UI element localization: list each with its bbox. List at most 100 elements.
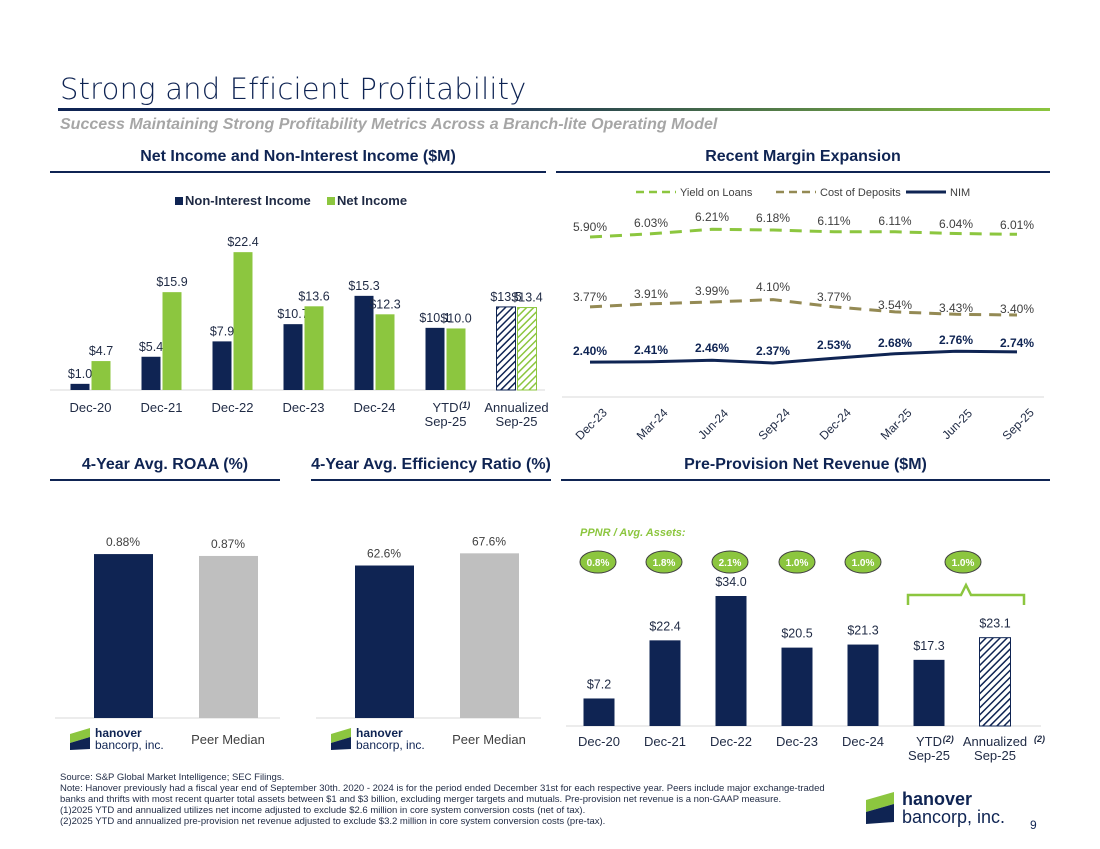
ratio-badge-label: 2.1% bbox=[719, 558, 742, 569]
ratio-badge bbox=[944, 550, 982, 574]
legend-swatch bbox=[175, 197, 183, 205]
x-tick-label: Dec-23 bbox=[573, 405, 610, 442]
title-divider bbox=[58, 108, 1050, 111]
x-tick-label: Dec-22 bbox=[212, 400, 254, 415]
data-label: $13.6 bbox=[298, 289, 329, 303]
data-label: 62.6% bbox=[367, 547, 401, 561]
ratio-badge bbox=[778, 550, 816, 574]
x-tick-label: Sep-25 bbox=[496, 414, 538, 429]
ratio-badge bbox=[844, 550, 882, 574]
bar-peer-median bbox=[199, 555, 258, 718]
data-label: 2.53% bbox=[817, 338, 851, 352]
net-income-bar-chart: Non-Interest Income Net Income $1.0 $4.7 Dec… bbox=[50, 193, 549, 429]
x-tick-label: YTD bbox=[433, 400, 459, 415]
bar-net-income bbox=[91, 361, 111, 390]
bar-net-income bbox=[446, 328, 466, 390]
series-line-yield-on-loans bbox=[589, 227, 1018, 239]
bar-ppnr bbox=[649, 640, 681, 726]
data-label: $7.2 bbox=[587, 677, 611, 691]
efficiency-chart-title: 4-Year Avg. Efficiency Ratio (%) bbox=[311, 456, 551, 473]
data-label: 2.37% bbox=[756, 344, 790, 358]
series-line-cost-of-deposits bbox=[589, 298, 1018, 317]
data-label: $13.5 bbox=[490, 290, 521, 304]
category-footnote-marker: (2) bbox=[943, 734, 954, 744]
x-tick-label: Dec-22 bbox=[710, 734, 752, 749]
x-tick-label: Dec-24 bbox=[354, 400, 396, 415]
data-label: 6.03% bbox=[634, 216, 668, 230]
data-label: 3.43% bbox=[939, 301, 973, 315]
ratio-badge bbox=[579, 550, 617, 574]
ratio-badge-label: 1.0% bbox=[786, 558, 809, 569]
page-title: Strong and Efficient Profitability bbox=[60, 72, 527, 106]
logo-line-2: bancorp, inc. bbox=[902, 807, 1006, 827]
bar-non-interest-income bbox=[141, 356, 161, 390]
x-tick-label: hanover bbox=[95, 726, 142, 740]
data-label: $5.4 bbox=[139, 340, 163, 354]
data-label: $7.9 bbox=[210, 324, 234, 338]
x-tick-label: bancorp, inc. bbox=[95, 738, 164, 752]
roaa-chart-title: 4-Year Avg. ROAA (%) bbox=[81, 456, 249, 473]
x-tick-label: bancorp, inc. bbox=[356, 738, 425, 752]
data-label: $10.7 bbox=[277, 307, 308, 321]
data-label: 6.18% bbox=[756, 211, 790, 225]
data-label: $4.7 bbox=[89, 344, 113, 358]
section-divider bbox=[556, 171, 1050, 173]
x-tick-label: Dec-20 bbox=[70, 400, 112, 415]
x-tick-label: Sep-25 bbox=[908, 748, 950, 763]
margin-chart-title: Recent Margin Expansion bbox=[705, 148, 901, 165]
data-label: $13.4 bbox=[511, 291, 542, 305]
bar-net-income bbox=[233, 252, 253, 390]
bar-ppnr bbox=[979, 637, 1011, 727]
data-label: $23.1 bbox=[979, 617, 1010, 631]
general-note: Note: Hanover previously had a fiscal ye… bbox=[60, 783, 825, 805]
data-label: 2.74% bbox=[1000, 336, 1034, 350]
data-label: $10.1 bbox=[419, 311, 450, 325]
data-label: 6.04% bbox=[939, 217, 973, 231]
bar-non-interest-income bbox=[496, 306, 516, 391]
bar-non-interest-income bbox=[425, 327, 445, 390]
data-label: 2.40% bbox=[573, 344, 607, 358]
bar-ppnr bbox=[847, 644, 879, 726]
data-label: $15.9 bbox=[156, 275, 187, 289]
x-tick-label: Mar-25 bbox=[878, 406, 915, 443]
ratio-badge-label: 1.0% bbox=[952, 558, 975, 569]
x-tick-label: Mar-24 bbox=[634, 406, 671, 443]
net-income-chart-title: Net Income and Non-Interest Income ($M) bbox=[140, 148, 456, 165]
legend-label: Net Income bbox=[337, 193, 407, 208]
data-label: 6.21% bbox=[695, 210, 729, 224]
data-label: 5.90% bbox=[573, 220, 607, 234]
page-subtitle: Success Maintaining Strong Profitability… bbox=[60, 116, 718, 133]
source-note: Source: S&P Global Market Intelligence; … bbox=[60, 772, 285, 783]
ratio-badge-label: 1.0% bbox=[852, 558, 875, 569]
bar-net-income bbox=[162, 292, 182, 390]
x-tick-label: Dec-24 bbox=[842, 734, 884, 749]
bar-hanover bbox=[94, 554, 153, 718]
data-label: $21.3 bbox=[847, 624, 878, 638]
legend-label: Cost of Deposits bbox=[820, 187, 901, 199]
footnotes: Source: S&P Global Market Intelligence; … bbox=[60, 772, 850, 827]
x-tick-label: Dec-23 bbox=[776, 734, 818, 749]
x-tick-label: Dec-21 bbox=[644, 734, 686, 749]
x-tick-label: Peer Median bbox=[452, 732, 526, 747]
data-label: 6.11% bbox=[817, 214, 850, 228]
data-label: $15.3 bbox=[348, 279, 379, 293]
bar-ppnr bbox=[715, 596, 747, 726]
data-label: 0.87% bbox=[211, 537, 245, 551]
ppnr-bar-chart: PPNR / Avg. Assets: 0.8% 1.8% 2.1% 1.0% 1.0% 1… bbox=[566, 527, 1045, 763]
data-label: 3.77% bbox=[817, 290, 851, 304]
x-tick-label: Jun-25 bbox=[939, 406, 975, 442]
x-tick-label: YTD bbox=[916, 734, 942, 749]
data-label: 3.77% bbox=[573, 290, 607, 304]
data-label: 6.01% bbox=[1000, 218, 1034, 232]
bar-peer-median bbox=[460, 553, 519, 718]
hanover-logo-icon bbox=[866, 792, 894, 824]
bar-non-interest-income bbox=[354, 295, 374, 390]
category-footnote-marker: (1) bbox=[459, 400, 470, 410]
data-label: 3.54% bbox=[878, 298, 912, 312]
footnote-2: (2)2025 YTD and annualized pre-provision… bbox=[60, 816, 606, 827]
ratio-badge-label: 0.8% bbox=[587, 558, 610, 569]
x-tick-label: hanover bbox=[356, 726, 403, 740]
